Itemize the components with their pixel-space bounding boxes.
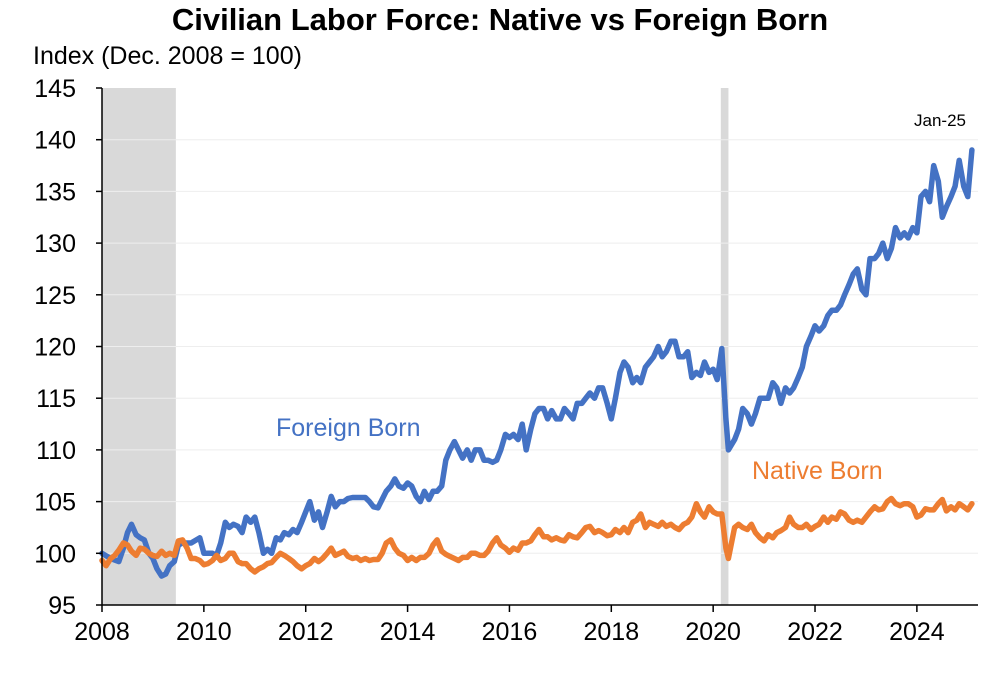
axes bbox=[96, 87, 978, 612]
y-tick-115: 115 bbox=[36, 385, 76, 413]
x-tick-2012: 2012 bbox=[278, 618, 334, 646]
y-tick-120: 120 bbox=[34, 334, 76, 362]
y-tick-95: 95 bbox=[48, 592, 76, 620]
gridlines bbox=[102, 139, 978, 554]
annotation-last-date: Jan-25 bbox=[914, 111, 966, 130]
y-tick-130: 130 bbox=[34, 230, 76, 258]
chart-title: Civilian Labor Force: Native vs Foreign … bbox=[171, 2, 829, 37]
x-tick-2010: 2010 bbox=[176, 618, 232, 646]
series-line-foreign-born bbox=[99, 147, 975, 579]
y-tick-135: 135 bbox=[34, 178, 76, 206]
y-tick-145: 145 bbox=[34, 75, 76, 103]
x-tick-2024: 2024 bbox=[889, 618, 945, 646]
x-tick-2018: 2018 bbox=[583, 618, 639, 646]
x-tick-2008: 2008 bbox=[74, 618, 130, 646]
y-tick-140: 140 bbox=[34, 127, 76, 155]
y-tick-110: 110 bbox=[36, 437, 76, 465]
x-tick-2020: 2020 bbox=[685, 618, 741, 646]
x-tick-2022: 2022 bbox=[787, 618, 843, 646]
x-tick-2016: 2016 bbox=[482, 618, 538, 646]
series-label-native-born: Native Born bbox=[752, 457, 883, 485]
y-tick-125: 125 bbox=[34, 282, 76, 310]
y-tick-100: 100 bbox=[34, 540, 76, 568]
series-label-foreign-born: Foreign Born bbox=[276, 414, 421, 442]
tick-labels: 95 100 105 110 115 120 125 130 135 140 145 2008 2010… bbox=[34, 75, 945, 646]
y-axis-label: Index (Dec. 2008 = 100) bbox=[33, 42, 302, 70]
y-tick-105: 105 bbox=[34, 489, 76, 517]
series-labels: Foreign Born Native Born Jan-25 bbox=[276, 111, 966, 485]
x-tick-2014: 2014 bbox=[380, 618, 436, 646]
series-line-native-born bbox=[99, 495, 975, 575]
series-lines bbox=[99, 147, 975, 579]
